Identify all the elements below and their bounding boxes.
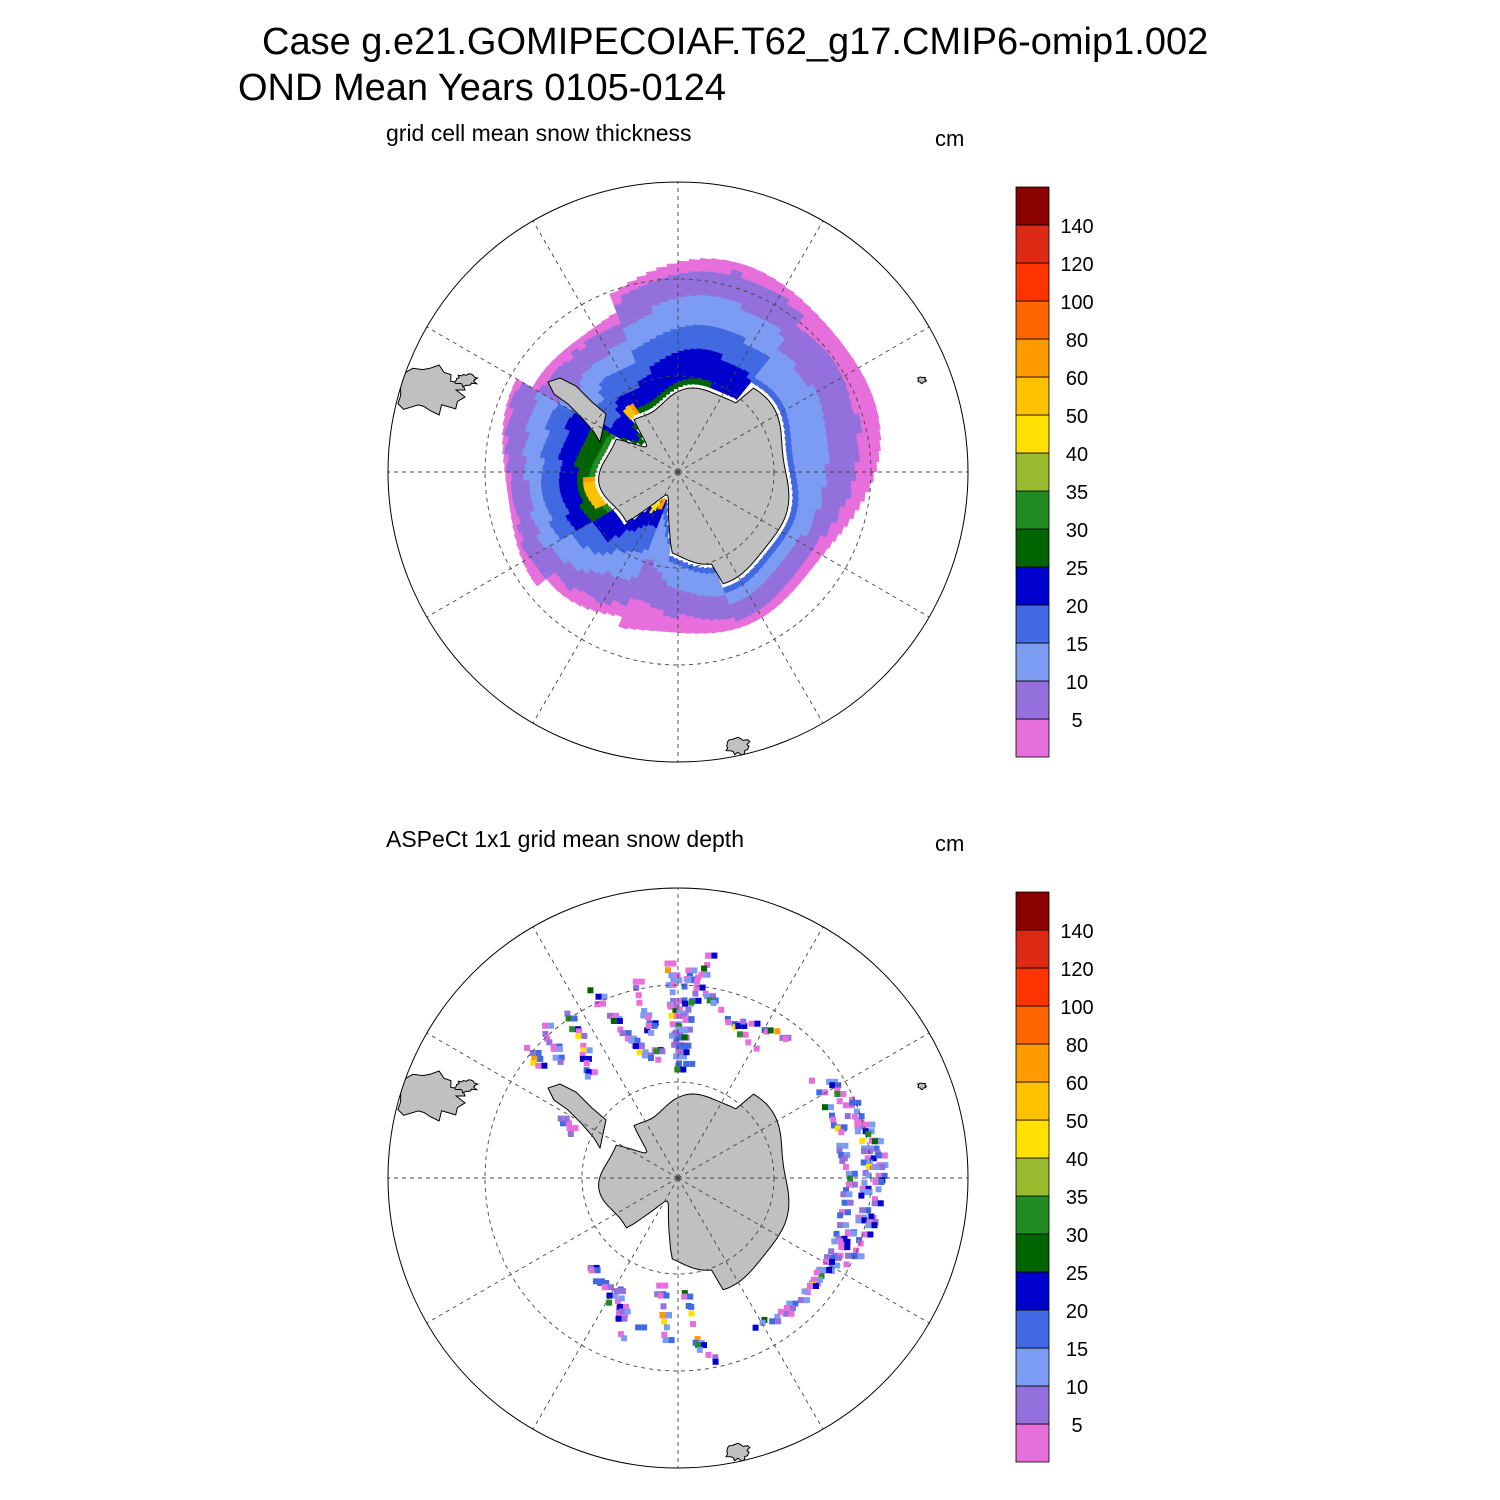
island xyxy=(916,376,928,385)
meridian-line xyxy=(426,471,679,618)
colorbar-tick-label: 25 xyxy=(1066,558,1088,580)
colorbar-swatch xyxy=(1015,490,1050,530)
colorbar-tick-label: 20 xyxy=(1066,1301,1088,1323)
colorbar-swatch xyxy=(1015,1385,1050,1425)
meridian-line xyxy=(677,326,930,473)
falkland-islands xyxy=(453,1079,479,1094)
colorbar-tick-label: 50 xyxy=(1066,406,1088,428)
meridian-line xyxy=(426,1177,679,1324)
meridian-line xyxy=(532,1177,679,1430)
meridian-line xyxy=(532,471,679,724)
meridian-line xyxy=(677,1032,930,1179)
panel-2-title: ASPeCt 1x1 grid mean snow depth xyxy=(386,826,744,852)
colorbar-tick-label: 100 xyxy=(1060,997,1093,1019)
panel-2-units: cm xyxy=(935,831,965,856)
panel-1-title: grid cell mean snow thickness xyxy=(386,120,692,146)
colorbar-swatch xyxy=(1015,680,1050,720)
colorbar-tick-label: 30 xyxy=(1066,520,1088,542)
figure-title-line-1: Case g.e21.GOMIPECOIAF.T62_g17.CMIP6-omi… xyxy=(262,21,1209,63)
figure-title-line-2: OND Mean Years 0105-0124 xyxy=(238,67,726,109)
meridian-line xyxy=(532,926,679,1179)
colorbar-tick-label: 60 xyxy=(1066,368,1088,390)
colorbar-tick-label: 120 xyxy=(1060,959,1093,981)
ship-track-observations xyxy=(524,952,889,1365)
meridian-line xyxy=(677,1177,824,1430)
antarctic-peninsula xyxy=(547,377,607,444)
meridian-line xyxy=(532,220,679,473)
colorbar-panel-2: 5 10 15 20 25 30 35 40 50 60 80 100 120 140 xyxy=(1015,891,1094,1463)
meridian-line xyxy=(677,1177,930,1324)
graticule xyxy=(388,888,968,1468)
antarctic-peninsula xyxy=(547,1083,607,1150)
colorbar-swatch xyxy=(1015,1119,1050,1159)
meridian-line xyxy=(677,471,930,618)
colorbar-tick-label: 5 xyxy=(1071,1415,1082,1437)
colorbar-tick-label: 40 xyxy=(1066,444,1088,466)
colorbar-swatch xyxy=(1015,929,1050,969)
colorbar-tick-label: 140 xyxy=(1060,216,1093,238)
colorbar-swatch xyxy=(1015,1081,1050,1121)
graticule xyxy=(388,182,968,762)
colorbar-tick-label: 15 xyxy=(1066,634,1088,656)
colorbar-swatch xyxy=(1015,1233,1050,1273)
colorbar-tick-label: 35 xyxy=(1066,482,1088,504)
colorbar-tick-label: 15 xyxy=(1066,1339,1088,1361)
meridian-line xyxy=(677,220,824,473)
colorbar-swatch xyxy=(1015,338,1050,378)
colorbar-swatch xyxy=(1015,414,1050,454)
falkland-islands xyxy=(453,373,479,388)
colorbar-swatch xyxy=(1015,186,1050,226)
colorbar-swatch xyxy=(1015,224,1050,264)
colorbar-swatch xyxy=(1015,1157,1050,1197)
colorbar-swatch xyxy=(1015,376,1050,416)
colorbar-swatch xyxy=(1015,528,1050,568)
colorbar-swatch xyxy=(1015,891,1050,931)
colorbar-swatch xyxy=(1015,604,1050,644)
colorbar-tick-label: 20 xyxy=(1066,596,1088,618)
colorbar-swatch xyxy=(1015,262,1050,302)
colorbar-swatch xyxy=(1015,1347,1050,1387)
colorbar-tick-label: 80 xyxy=(1066,1035,1088,1057)
colorbar-tick-label: 140 xyxy=(1060,921,1093,943)
colorbar-tick-label: 30 xyxy=(1066,1225,1088,1247)
colorbar-tick-label: 10 xyxy=(1066,1377,1088,1399)
colorbar-swatch xyxy=(1015,967,1050,1007)
colorbar-swatch xyxy=(1015,452,1050,492)
panel-1-units: cm xyxy=(935,126,965,151)
colorbar-tick-label: 5 xyxy=(1071,710,1082,732)
colorbar-tick-label: 100 xyxy=(1060,292,1093,314)
colorbar-swatch xyxy=(1015,1309,1050,1349)
colorbar-tick-label: 40 xyxy=(1066,1149,1088,1171)
colorbar-tick-label: 10 xyxy=(1066,672,1088,694)
colorbar-swatch xyxy=(1015,642,1050,682)
meridian-line xyxy=(426,326,679,473)
colorbar-tick-label: 80 xyxy=(1066,330,1088,352)
colorbar-tick-label: 25 xyxy=(1066,1263,1088,1285)
map-boundary-circle xyxy=(387,181,969,763)
colorbar-swatch xyxy=(1015,1423,1050,1463)
colorbar-swatch xyxy=(1015,566,1050,606)
colorbar-swatch xyxy=(1015,300,1050,340)
meridian-line xyxy=(677,926,824,1179)
colorbar-panel-1: 5 10 15 20 25 30 35 40 50 60 80 100 120 140 xyxy=(1015,186,1094,758)
colorbar-swatch xyxy=(1015,1271,1050,1311)
colorbar-swatch xyxy=(1015,1043,1050,1083)
colorbar-swatch xyxy=(1015,718,1050,758)
colorbar-swatch xyxy=(1015,1195,1050,1235)
colorbar-tick-label: 60 xyxy=(1066,1073,1088,1095)
colorbar-tick-label: 50 xyxy=(1066,1111,1088,1133)
meridian-line xyxy=(426,1032,679,1179)
island xyxy=(916,1082,928,1091)
meridian-line xyxy=(677,471,824,724)
colorbar-swatch xyxy=(1015,1005,1050,1045)
colorbar-tick-label: 35 xyxy=(1066,1187,1088,1209)
map-boundary-circle xyxy=(387,887,969,1469)
colorbar-tick-label: 120 xyxy=(1060,254,1093,276)
